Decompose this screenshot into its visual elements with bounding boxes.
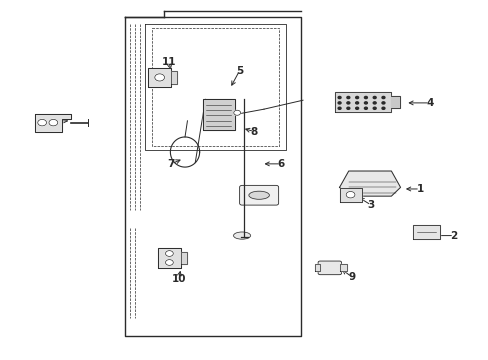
Text: 5: 5 bbox=[236, 66, 243, 76]
Circle shape bbox=[346, 192, 354, 198]
Polygon shape bbox=[158, 248, 181, 268]
Polygon shape bbox=[334, 92, 390, 112]
Polygon shape bbox=[412, 225, 439, 239]
Text: 4: 4 bbox=[425, 98, 432, 108]
Polygon shape bbox=[315, 264, 320, 271]
Circle shape bbox=[155, 74, 164, 81]
Polygon shape bbox=[339, 171, 400, 196]
Circle shape bbox=[355, 107, 358, 109]
Text: 6: 6 bbox=[277, 159, 284, 169]
Circle shape bbox=[364, 102, 366, 104]
Circle shape bbox=[346, 102, 349, 104]
Ellipse shape bbox=[233, 232, 250, 239]
Circle shape bbox=[364, 96, 366, 99]
Text: 12: 12 bbox=[49, 116, 64, 126]
Circle shape bbox=[337, 102, 340, 104]
Polygon shape bbox=[171, 71, 177, 84]
Circle shape bbox=[381, 102, 384, 104]
Circle shape bbox=[381, 96, 384, 99]
Text: 8: 8 bbox=[250, 127, 257, 136]
Circle shape bbox=[337, 96, 340, 99]
Polygon shape bbox=[339, 264, 346, 271]
Text: 10: 10 bbox=[171, 274, 185, 284]
Ellipse shape bbox=[248, 191, 269, 199]
Polygon shape bbox=[339, 188, 361, 202]
Circle shape bbox=[346, 96, 349, 99]
Circle shape bbox=[381, 107, 384, 109]
FancyBboxPatch shape bbox=[239, 185, 278, 205]
Polygon shape bbox=[148, 68, 171, 87]
Circle shape bbox=[355, 96, 358, 99]
Text: 3: 3 bbox=[367, 200, 374, 210]
Circle shape bbox=[337, 107, 340, 109]
Circle shape bbox=[372, 107, 375, 109]
Text: 7: 7 bbox=[167, 159, 175, 169]
Circle shape bbox=[364, 107, 366, 109]
Circle shape bbox=[165, 251, 173, 256]
Circle shape bbox=[49, 120, 58, 126]
Polygon shape bbox=[35, 114, 71, 132]
Circle shape bbox=[372, 96, 375, 99]
Polygon shape bbox=[203, 99, 234, 130]
Circle shape bbox=[38, 120, 46, 126]
FancyBboxPatch shape bbox=[318, 261, 341, 275]
Circle shape bbox=[355, 102, 358, 104]
Text: 9: 9 bbox=[347, 272, 355, 282]
Polygon shape bbox=[181, 252, 186, 264]
Circle shape bbox=[372, 102, 375, 104]
Text: 11: 11 bbox=[162, 57, 176, 67]
Polygon shape bbox=[390, 96, 399, 108]
Circle shape bbox=[346, 107, 349, 109]
Circle shape bbox=[165, 260, 173, 265]
Text: 1: 1 bbox=[416, 184, 423, 194]
Text: 2: 2 bbox=[449, 231, 457, 240]
Circle shape bbox=[233, 110, 240, 115]
